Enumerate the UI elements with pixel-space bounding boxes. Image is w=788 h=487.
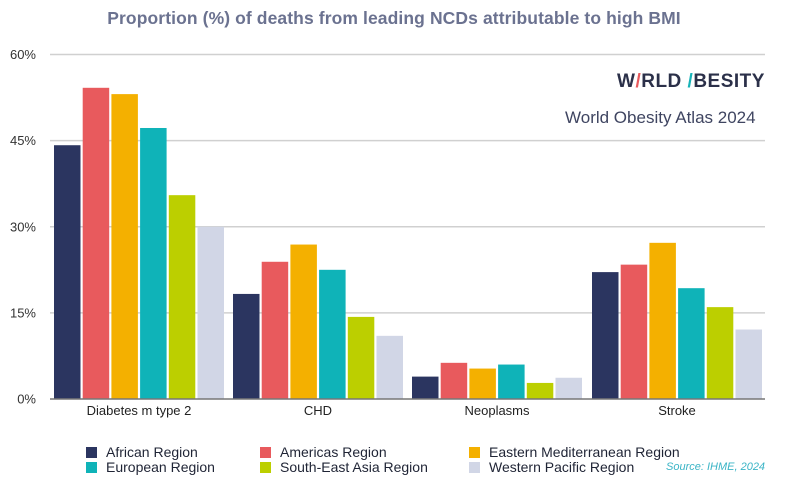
atlas-subtitle: World Obesity Atlas 2024	[565, 108, 756, 127]
legend-label: European Region	[106, 459, 215, 475]
legend-item: African Region	[86, 444, 198, 460]
legend-label: South-East Asia Region	[280, 459, 428, 475]
bar	[261, 261, 289, 399]
world-obesity-logo: W/RLD /BESITY	[617, 71, 765, 92]
source-note: Source: IHME, 2024	[666, 461, 766, 473]
chart-title: Proportion (%) of deaths from leading NC…	[107, 8, 681, 28]
y-tick-label: 60%	[10, 47, 36, 62]
bar	[526, 382, 554, 399]
legend-swatch	[469, 446, 480, 458]
y-tick-label: 0%	[17, 392, 36, 407]
bar	[111, 94, 138, 400]
legend-item: European Region	[86, 459, 215, 475]
logo-slash-red: /	[635, 71, 642, 92]
legend-swatch	[260, 446, 271, 458]
legend-label: Western Pacific Region	[489, 459, 635, 475]
x-category-label: Neoplasms	[464, 403, 530, 418]
y-tick-label: 45%	[10, 133, 36, 148]
bar	[197, 226, 224, 399]
bar	[347, 316, 375, 399]
y-tick-label: 30%	[10, 219, 36, 234]
logo-slash-teal: /	[687, 71, 694, 92]
y-axis-ticks: 0% 15% 30% 45% 60%	[10, 47, 36, 407]
legend-swatch	[86, 446, 97, 458]
legend-swatch	[260, 461, 271, 473]
bar	[735, 329, 762, 399]
legend-item: Eastern Mediterranean Region	[469, 444, 680, 460]
y-tick-label: 15%	[10, 305, 36, 320]
x-category-label: Diabetes m type 2	[87, 403, 192, 418]
bar	[233, 293, 260, 399]
bar	[319, 269, 346, 399]
legend: African Region Americas Region Eastern Med…	[86, 444, 786, 484]
legend-item: Western Pacific Region	[469, 459, 634, 475]
bars	[54, 87, 762, 400]
bar	[290, 244, 317, 399]
bar	[678, 288, 705, 399]
bar	[592, 272, 619, 399]
bar	[168, 195, 196, 399]
bar	[82, 87, 110, 399]
bar	[440, 362, 468, 399]
bar	[649, 242, 676, 399]
legend-label: African Region	[106, 444, 198, 460]
bar	[555, 377, 582, 399]
x-category-label: CHD	[304, 403, 332, 418]
x-category-label: Stroke	[658, 403, 696, 418]
bar	[469, 368, 496, 399]
bar	[140, 127, 167, 399]
legend-swatch	[469, 461, 480, 473]
bar	[706, 307, 734, 399]
legend-item: Americas Region	[260, 444, 387, 460]
legend-label: Eastern Mediterranean Region	[489, 444, 680, 460]
legend-item: South-East Asia Region	[260, 459, 428, 475]
bar	[620, 264, 648, 399]
legend-swatch	[86, 461, 97, 473]
x-axis-categories: Diabetes m type 2 CHD Neoplasms Stroke	[87, 403, 696, 418]
bar	[498, 364, 525, 399]
bar	[54, 145, 81, 399]
bar	[412, 376, 439, 399]
legend-label: Americas Region	[280, 444, 387, 460]
bar	[376, 335, 403, 399]
